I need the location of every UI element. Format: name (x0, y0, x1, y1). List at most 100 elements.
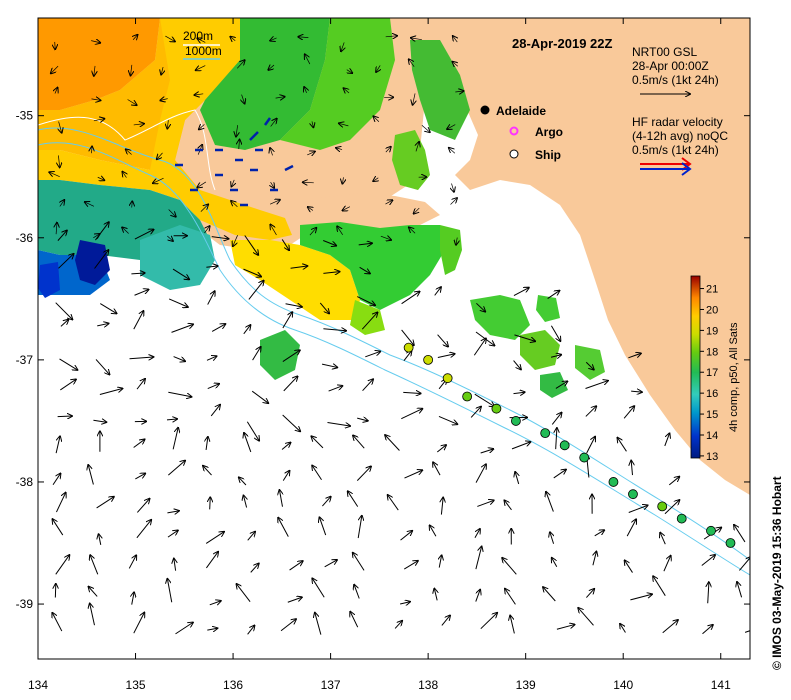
current-vector (172, 268, 189, 279)
current-vector (628, 353, 640, 359)
gsl-legend: NRT00 GSL 28-Apr 00:00Z 0.5m/s (1kt 24h) (632, 45, 719, 94)
x-tick-label: 138 (418, 678, 438, 692)
current-vector (433, 462, 441, 476)
current-vector (197, 38, 206, 42)
current-vector (480, 449, 494, 454)
current-vector (93, 119, 104, 121)
current-vector (90, 555, 99, 575)
current-vector (279, 490, 282, 507)
current-vector (60, 379, 76, 391)
current-vector (434, 589, 437, 601)
current-vector (287, 597, 302, 603)
current-vector (247, 626, 255, 635)
colorbar-ticks: 13 14 15 16 17 18 19 20 21 (700, 284, 718, 463)
current-vector (211, 324, 225, 332)
current-vector (239, 140, 240, 150)
ship-track-point (706, 525, 716, 536)
current-vector (547, 291, 560, 299)
current-vector (312, 578, 325, 598)
adelaide-marker (480, 105, 490, 115)
current-vector (660, 533, 666, 545)
current-vector (388, 495, 399, 511)
hf-legend-line3: 0.5m/s (1kt 24h) (632, 143, 719, 157)
current-vector (278, 518, 289, 537)
current-vector (327, 422, 350, 427)
current-vector (136, 499, 149, 513)
current-vector (320, 517, 327, 536)
current-vector (132, 592, 134, 605)
current-vector (739, 557, 750, 571)
current-vector (437, 334, 448, 347)
current-vector (275, 97, 285, 98)
current-vector (282, 350, 300, 362)
current-vector (168, 391, 191, 397)
current-vector (365, 351, 380, 358)
current-vector (343, 207, 351, 211)
current-vector (416, 142, 419, 152)
current-vector (474, 529, 480, 538)
current-vector (437, 354, 455, 358)
current-vector (92, 147, 93, 154)
current-vector (401, 292, 420, 305)
current-vector (122, 172, 126, 178)
current-vector (172, 428, 178, 450)
current-vector (281, 239, 289, 250)
ship-track-point (628, 489, 638, 500)
current-vector (475, 590, 480, 602)
current-vector (49, 172, 60, 177)
current-vector (236, 125, 238, 136)
colorbar-tick-label: 19 (706, 325, 718, 337)
ship-track-point (608, 477, 619, 487)
current-vector (282, 471, 289, 481)
current-vector (200, 204, 208, 212)
current-vector (270, 119, 277, 127)
current-vector (357, 296, 375, 306)
current-vector (160, 99, 168, 101)
current-vector (337, 226, 343, 235)
current-vector (231, 179, 234, 187)
current-vector (430, 525, 437, 537)
current-vector (357, 418, 368, 421)
current-vector (88, 465, 94, 485)
ship-track-point (462, 391, 473, 402)
x-tick-label: 140 (613, 678, 633, 692)
current-vector (312, 466, 322, 481)
current-vector (99, 389, 122, 395)
current-vector (60, 320, 68, 327)
current-vector (207, 291, 215, 305)
current-vector (734, 525, 746, 543)
current-vector (439, 555, 441, 568)
current-vector (322, 497, 330, 507)
current-vector (167, 579, 173, 603)
current-vector (210, 497, 211, 510)
current-vector (586, 589, 594, 598)
current-vector (550, 325, 560, 341)
current-vector (550, 355, 561, 358)
current-vector (209, 601, 221, 605)
current-vector (269, 200, 280, 204)
colorbar-tick-label: 21 (706, 284, 718, 296)
current-vector (356, 466, 371, 481)
colorbar-tick-label: 16 (706, 388, 718, 400)
current-vector (453, 36, 457, 43)
current-vector (385, 36, 397, 37)
current-vector (97, 323, 108, 325)
current-vector (290, 266, 308, 268)
ship-track-point (725, 538, 736, 548)
current-vector (134, 290, 149, 296)
current-vector (55, 555, 70, 575)
colorbar-tick-label: 20 (706, 304, 718, 316)
current-vector (441, 615, 450, 626)
current-vector (133, 124, 144, 125)
argo-marker (509, 126, 519, 136)
current-vector (441, 498, 443, 515)
current-vector (206, 437, 208, 451)
current-vector (271, 181, 274, 188)
depth-contour-white (38, 109, 216, 191)
current-vector (305, 54, 311, 65)
current-vector (631, 391, 642, 392)
current-vector (585, 381, 608, 389)
current-vector (268, 65, 275, 70)
current-vector (744, 630, 750, 633)
current-vector (474, 393, 494, 406)
